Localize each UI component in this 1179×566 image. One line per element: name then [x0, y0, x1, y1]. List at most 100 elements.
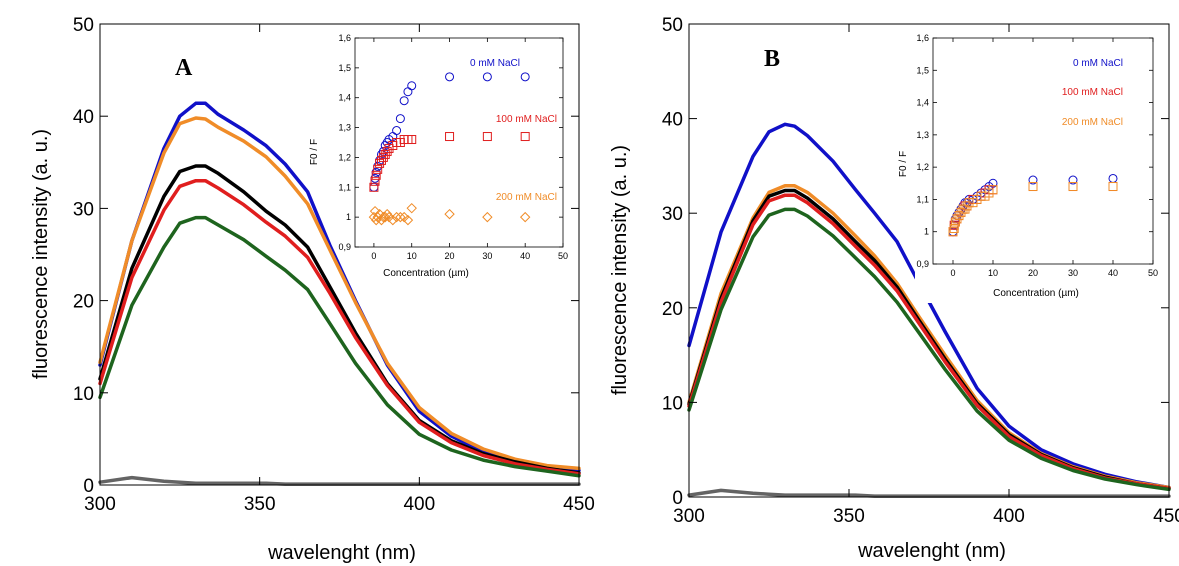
panel-b-inset-point-s2: [988, 185, 998, 195]
panel-a-inset-point-s0: [399, 96, 409, 106]
panel-a-inset-point-s2: [482, 211, 493, 223]
panel-b-inset-ylabel: F0 / F: [898, 151, 909, 177]
panel-b-series-5: [687, 488, 1171, 498]
panel-b-xlabel: wavelenght (nm): [857, 540, 1006, 562]
panel-a-xtick-label: 350: [244, 494, 276, 515]
panel-a-inset-ytick-label: 1,6: [338, 33, 351, 43]
panel-b-inset-ytick-label: 0,9: [916, 259, 929, 269]
panel-a-inset-point-s1: [382, 146, 392, 156]
panel-a-label: A: [175, 55, 193, 81]
panel-a-inset-ytick-label: 1,4: [338, 93, 351, 103]
panel-a-inset-point-s0: [407, 81, 417, 91]
panel-a-inset-point-s0: [382, 138, 392, 147]
panel-b-inset-point-s2: [949, 223, 959, 233]
panel-a-inset-xtick-label: 30: [482, 251, 492, 261]
panel-a-inset-xtick-label: 10: [407, 251, 417, 261]
panel-a-series-4: [98, 215, 581, 478]
panel-a-curves: [98, 101, 581, 486]
panel-b-xtick-label: 400: [993, 506, 1025, 527]
panel-b-legend-200mm: 200 mM NaCl: [1062, 117, 1123, 128]
panel-a-inset-xtick-label: 0: [371, 251, 376, 261]
panel-b-inset-xtick-label: 50: [1148, 268, 1158, 278]
panel-a-ytick-label: 0: [83, 476, 94, 497]
panel-a-inset-ytick-label: 1: [346, 212, 351, 222]
panel-b-series-4: [687, 207, 1171, 492]
panel-a-xtick-label: 450: [563, 494, 595, 515]
panel-b-ytick-label: 50: [662, 15, 683, 36]
panel-a-xtick-label: 400: [403, 494, 435, 515]
panel-a-series-1: [98, 116, 581, 471]
panel-a-xlabel: wavelenght (nm): [267, 542, 416, 564]
panel-a-inset-xtick-label: 50: [558, 251, 568, 261]
panel-b-label: B: [764, 46, 780, 72]
panel-a-series-0: [98, 101, 581, 472]
panel-b-inset-ytick-label: 1: [924, 227, 929, 237]
panel-b-inset-ytick-label: 1,1: [916, 194, 929, 204]
panel-a-inset-xlabel: Concentration (µm): [383, 268, 469, 279]
panel-a-inset-points: [368, 72, 531, 226]
panel-b-ytick-label: 20: [662, 299, 683, 320]
panel-a-ytick-label: 10: [73, 384, 94, 405]
panel-a-inset-ytick-label: 1,5: [338, 63, 351, 73]
panel-a-inset-point-s0: [392, 126, 402, 136]
panel-b-inset-plot-frame: [932, 37, 1154, 265]
panel-a-inset-point-s1: [445, 132, 455, 142]
panel-a-inset-point-s0: [445, 72, 455, 82]
panel-a-inset-ytick-label: 1,3: [338, 123, 351, 133]
panel-b-legend-100mm: 100 mM NaCl: [1062, 87, 1123, 98]
panel-b-plot-frame: [688, 23, 1170, 498]
panel-b-inset-ytick-label: 1,2: [916, 162, 929, 172]
panel-a-inset-point-s2: [374, 208, 385, 220]
panel-b-xtick-label: 300: [673, 506, 705, 527]
panel-a-ytick-label: 30: [73, 199, 94, 220]
panel-b-ytick-label: 10: [662, 393, 683, 414]
panel-b-inset-xtick-label: 10: [988, 268, 998, 278]
panel-a-inset-point-s2: [519, 211, 531, 223]
panel-b-inset-ytick-label: 1,4: [916, 98, 929, 108]
panel-b-ytick-label: 40: [662, 110, 683, 131]
panel-a-inset-xtick-label: 20: [445, 251, 455, 261]
panel-b-frame: [688, 23, 1170, 498]
panel-a-xtick-label: 300: [84, 494, 116, 515]
panel-a-inset-point-s1: [373, 164, 383, 174]
panel-b-inset-point-s2: [1108, 182, 1118, 192]
panel-a-inset-ticks: 0 10 20 30 40 50 0,9 1 1,1 1,2 1,3 1,4 1,5 1,6: [338, 33, 568, 261]
panel-b-inset-xtick-label: 0: [950, 268, 955, 278]
panel-a-inset-point-s2: [398, 211, 410, 223]
panel-a-inset-ytick-label: 1,1: [338, 182, 351, 192]
panel-b-xtick-label: 350: [833, 506, 865, 527]
panel-b-inset-xtick-label: 20: [1028, 268, 1038, 278]
panel-b-ylabel: fluorescence intensity (a. u.): [609, 145, 631, 395]
panel-b-ytick-label: 0: [672, 488, 683, 509]
panel-a-inset-point-s2: [395, 211, 406, 223]
panel-b-inset-ytick-label: 1,3: [916, 130, 929, 140]
panel-b-inset-xtick-label: 40: [1108, 268, 1118, 278]
panel-a-inset: 0 10 20 30 40 50 0,9 1 1,1 1,2 1,3 1,4 1,5 1,6 Concen…: [309, 33, 568, 279]
panel-a-inset-point-s2: [406, 202, 417, 214]
panel-b-inset: 0 10 20 30 40 50 0,9 1 1,1 1,2 1,3 1,4 1,5 1,6 Concen…: [898, 33, 1158, 303]
panel-a-inset-point-s1: [520, 132, 530, 142]
panel-a-ytick-label: 20: [73, 292, 94, 313]
panel-a-inset-ytick-label: 0,9: [338, 242, 351, 252]
panel-b-xtick-label: 450: [1153, 506, 1179, 527]
panel-b-inset-xlabel: Concentration (µm): [993, 288, 1079, 299]
panel-a-inset-point-s1: [369, 182, 379, 192]
panel-a-frame: [99, 23, 580, 486]
panel-a-inset-point-s1: [370, 176, 380, 186]
panel-b-inset-point-s2: [948, 227, 958, 237]
panel-b-ytick-label: 30: [662, 204, 683, 225]
panel-a-inset-xtick-label: 40: [520, 251, 530, 261]
panel-a-inset-point-s0: [395, 114, 405, 124]
panel-b-inset-ytick-label: 1,6: [916, 33, 929, 43]
panel-a-legend-100mm: 100 mM NaCl: [496, 114, 557, 125]
panel-b-inset-xtick-label: 30: [1068, 268, 1078, 278]
panel-a-series-3: [98, 178, 581, 476]
panel-b-series-3: [687, 193, 1171, 491]
panel-b-inset-ticks: 0 10 20 30 40 50 0,9 1 1,1 1,2 1,3 1,4 1,5 1,6: [916, 33, 1158, 278]
panel-b-inset-point-s2: [962, 201, 972, 211]
panel-a-inset-point-s1: [482, 132, 492, 142]
